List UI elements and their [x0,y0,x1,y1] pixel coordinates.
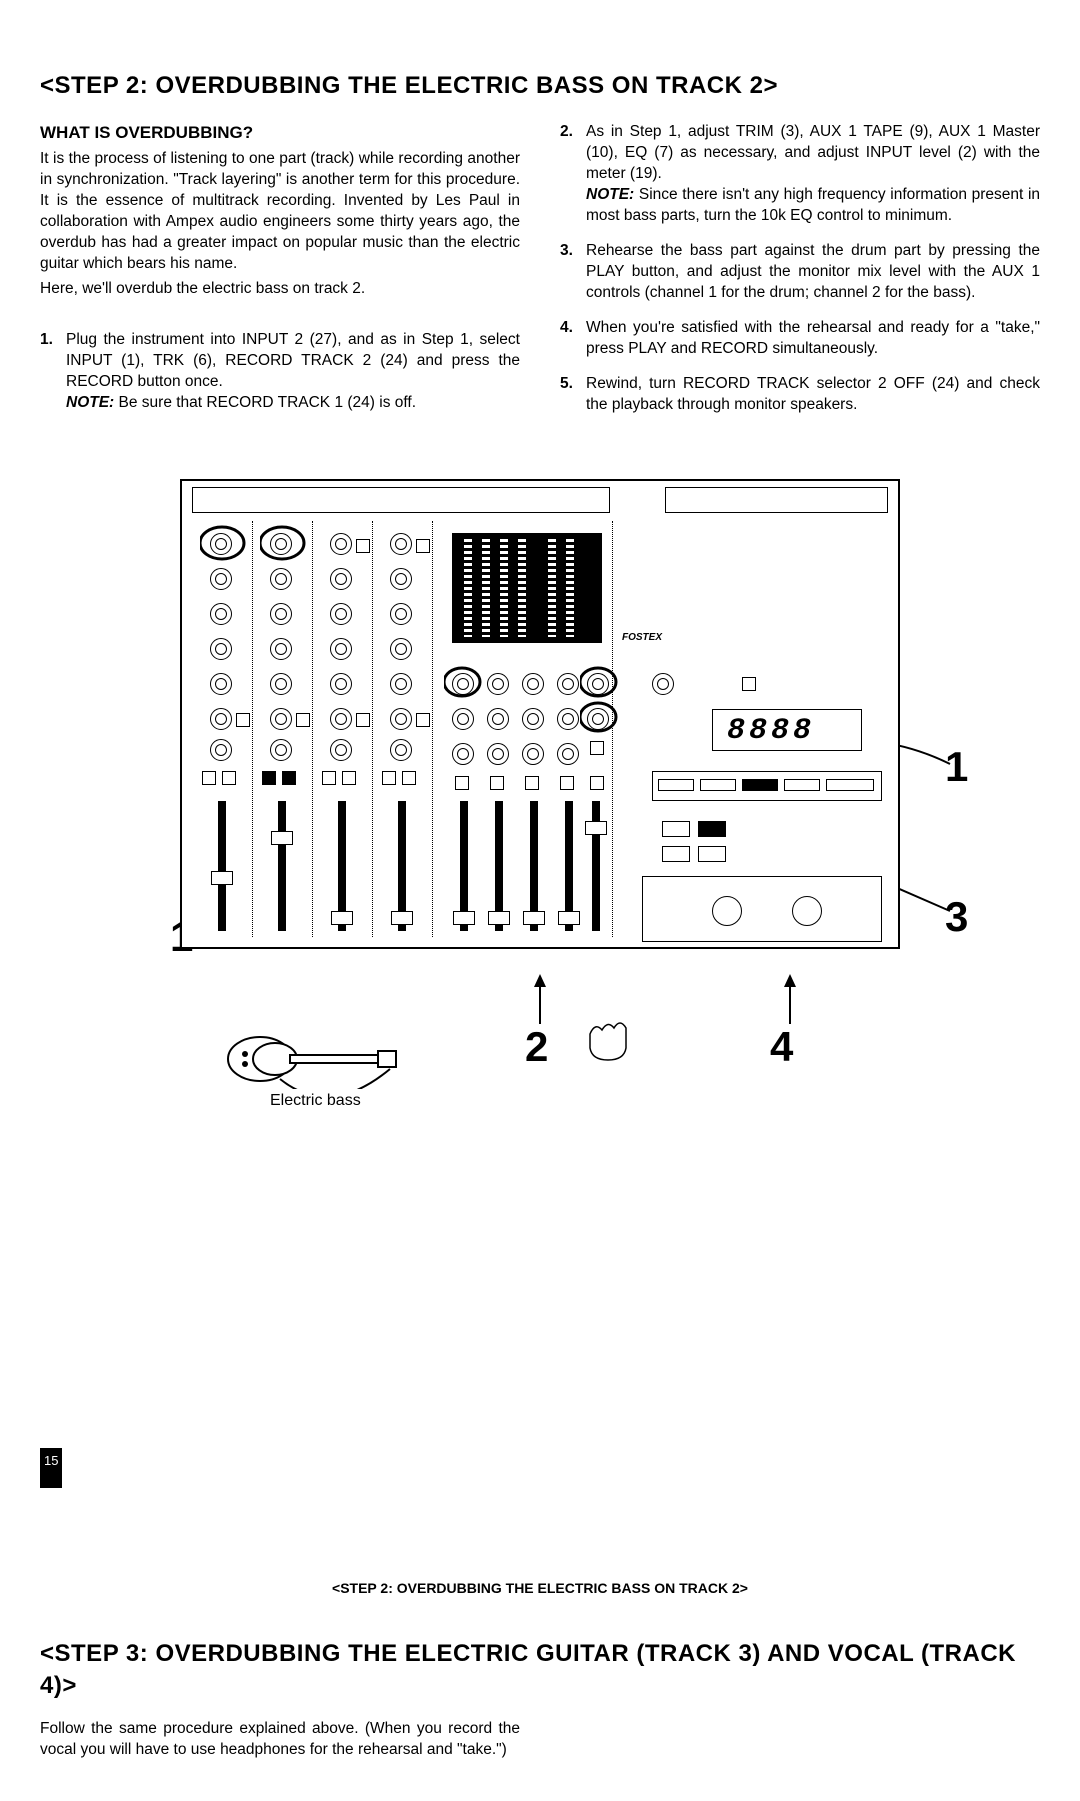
step-text: Plug the instrument into INPUT 2 (27), a… [66,331,520,390]
right-column: As in Step 1, adjust TRIM (3), AUX 1 TAP… [560,122,1040,429]
step-item-4: When you're satisfied with the rehearsal… [560,318,1040,360]
highlight-circle-ch2 [260,525,310,565]
callout-2-bottom: 2 [525,1019,548,1076]
step-item-1: Plug the instrument into INPUT 2 (27), a… [40,330,520,414]
two-column-layout: WHAT IS OVERDUBBING? It is the process o… [40,122,1040,429]
counter-value: 8888 [727,711,815,752]
instrument-label: Electric bass [270,1090,361,1112]
step-text: When you're satisfied with the rehearsal… [586,319,1040,357]
highlight-circle-ch1 [200,525,250,565]
highlight-circle-aux [444,666,484,702]
overdub-heading: WHAT IS OVERDUBBING? [40,122,520,145]
step-text: As in Step 1, adjust TRIM (3), AUX 1 TAP… [586,123,1040,182]
left-column: WHAT IS OVERDUBBING? It is the process o… [40,122,520,429]
mixer-figure: 2 3 1 1 3 2 4 [40,479,1040,1598]
step-note: Be sure that RECORD TRACK 1 (24) is off. [119,394,416,411]
intro-paragraph-1: It is the process of listening to one pa… [40,149,520,275]
figure-caption: <STEP 2: OVERDUBBING THE ELECTRIC BASS O… [40,1579,1040,1598]
steps-list-left: Plug the instrument into INPUT 2 (27), a… [40,330,520,414]
steps-list-right: As in Step 1, adjust TRIM (3), AUX 1 TAP… [560,122,1040,415]
connector-row [192,487,888,513]
step-text: Rehearse the bass part against the drum … [586,242,1040,301]
step-note: Since there isn't any high frequency inf… [586,186,1040,224]
brand-label: FOSTEX [622,631,662,645]
intro-block: It is the process of listening to one pa… [40,149,520,299]
callout-1-right: 1 [945,739,968,796]
note-label: NOTE: [586,186,634,203]
mixer-panel: FOSTEX 8888 [180,479,900,949]
highlight-circle-master-2 [580,701,620,737]
highlight-circle-master [580,666,620,702]
step-item-2: As in Step 1, adjust TRIM (3), AUX 1 TAP… [560,122,1040,227]
callout-3-right: 3 [945,889,968,946]
intro-paragraph-2: Here, we'll overdub the electric bass on… [40,279,520,300]
page-number: 15 [40,1448,62,1488]
bass-guitar-icon [220,1029,400,1089]
step2-title: <STEP 2: OVERDUBBING THE ELECTRIC BASS O… [40,70,1040,102]
step-item-5: Rewind, turn RECORD TRACK selector 2 OFF… [560,374,1040,416]
step-text: Rewind, turn RECORD TRACK selector 2 OFF… [586,375,1040,413]
step3-body: Follow the same procedure explained abov… [40,1719,520,1761]
callout-4-bottom: 4 [770,1019,793,1076]
level-meter [452,533,602,643]
step-item-3: Rehearse the bass part against the drum … [560,241,1040,304]
note-label: NOTE: [66,394,114,411]
cassette-door [642,876,882,942]
step3-title: <STEP 3: OVERDUBBING THE ELECTRIC GUITAR… [40,1638,1040,1700]
